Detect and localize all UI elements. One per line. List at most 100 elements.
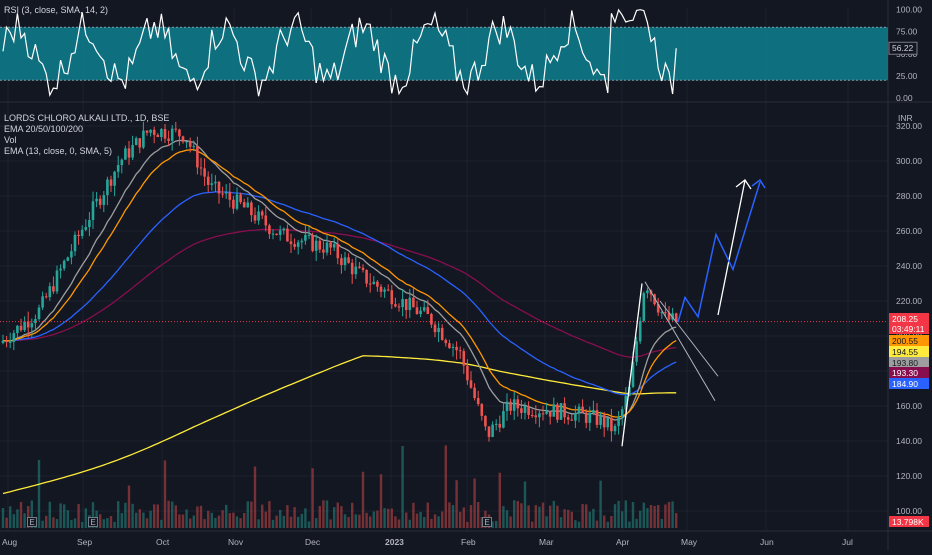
candle-body <box>466 365 469 381</box>
volume-bar <box>541 502 545 528</box>
volume-bar <box>581 504 584 528</box>
volume-bar <box>12 514 15 528</box>
candle-body <box>170 128 174 141</box>
candle-body <box>379 286 383 292</box>
candle-body <box>588 412 592 423</box>
volume-bar <box>307 521 311 528</box>
volume-bar <box>142 512 145 528</box>
volume-bar <box>415 513 419 528</box>
volume-bar <box>275 515 278 528</box>
candle-body <box>523 405 527 413</box>
volume-bar <box>37 459 41 528</box>
candle-body <box>516 399 520 409</box>
candle-body <box>178 129 181 137</box>
volume-bar <box>1 507 5 528</box>
candle-body <box>232 199 235 209</box>
volume-bar <box>160 519 163 528</box>
volume-bar <box>210 512 213 528</box>
candle-body <box>235 194 239 209</box>
volume-bar <box>592 508 595 528</box>
candle-body <box>224 192 228 194</box>
volume-bar <box>563 509 566 528</box>
candle-body <box>365 269 368 284</box>
candle-body <box>260 211 264 216</box>
volume-bar <box>257 519 260 528</box>
volume-bar <box>671 501 674 528</box>
projection-arrowhead <box>751 178 766 189</box>
volume-bar <box>603 515 606 528</box>
candle-body <box>383 289 386 292</box>
x-axis-label: 2023 <box>385 537 404 547</box>
candle-body <box>246 202 250 208</box>
candle-body <box>221 193 224 195</box>
volume-bar <box>23 513 26 528</box>
price-axis-label: 160.00 <box>896 401 922 411</box>
candle-body <box>415 307 419 315</box>
volume-bar <box>289 516 293 528</box>
volume-bar <box>106 518 109 528</box>
candle-body <box>214 181 217 184</box>
candle-body <box>8 341 12 343</box>
candle-body <box>304 234 307 241</box>
price-tag-text: 184.90 <box>892 379 918 389</box>
volume-bar <box>520 503 523 528</box>
volume-bar <box>549 505 552 528</box>
volume-bar <box>127 485 131 528</box>
candle-body <box>239 194 242 203</box>
candle-body <box>408 297 412 311</box>
volume-bar <box>556 505 559 528</box>
candle-body <box>152 129 156 135</box>
earnings-marker[interactable]: E <box>482 517 492 527</box>
candle-body <box>145 130 149 133</box>
price-tag <box>889 323 929 334</box>
volume-bar <box>347 517 350 528</box>
candle-body <box>631 361 635 387</box>
volume-bar <box>203 519 206 528</box>
candle-body <box>653 294 656 305</box>
candle-body <box>347 257 350 263</box>
candle-body <box>476 398 480 405</box>
rsi-axis-label: 0.00 <box>896 93 913 103</box>
x-axis-label: May <box>681 537 698 547</box>
volume-bar <box>207 510 210 528</box>
candle-body <box>131 144 134 158</box>
candle-body <box>372 281 376 285</box>
legend-vol: Vol <box>4 135 17 145</box>
candle-body <box>343 257 347 266</box>
candle-body <box>592 410 595 413</box>
volume-bar <box>181 514 185 528</box>
volume-bar <box>145 518 149 528</box>
volume-bar <box>628 521 631 528</box>
volume-bar <box>358 514 361 528</box>
currency-label: INR <box>898 113 913 123</box>
candle-body <box>293 244 296 247</box>
volume-bar <box>81 521 84 528</box>
candle-body <box>44 296 48 298</box>
candle-body <box>498 423 502 428</box>
candle-body <box>484 415 487 427</box>
price-tag-text: 13.798K <box>892 517 924 527</box>
x-axis-label: Dec <box>305 537 321 547</box>
volume-bar <box>469 505 473 528</box>
candle-body <box>480 404 484 416</box>
candle-body <box>134 138 138 145</box>
earnings-marker[interactable]: E <box>88 517 98 527</box>
candle-body <box>120 159 124 166</box>
price-tag <box>889 313 929 324</box>
candle-body <box>401 299 404 308</box>
price-axis-label: 240.00 <box>896 261 922 271</box>
price-tag <box>889 378 929 389</box>
earnings-marker[interactable]: E <box>27 517 37 527</box>
volume-bar <box>102 519 105 528</box>
candle-body <box>37 307 41 320</box>
volume-bar <box>279 510 282 528</box>
annotation-arrow <box>621 283 643 447</box>
projection-line <box>677 181 761 323</box>
volume-bar <box>156 504 159 528</box>
volume-bar <box>246 501 249 528</box>
volume-bar <box>329 519 332 528</box>
volume-bar <box>466 521 469 528</box>
volume-bar <box>174 505 177 528</box>
volume-bar <box>480 517 483 528</box>
